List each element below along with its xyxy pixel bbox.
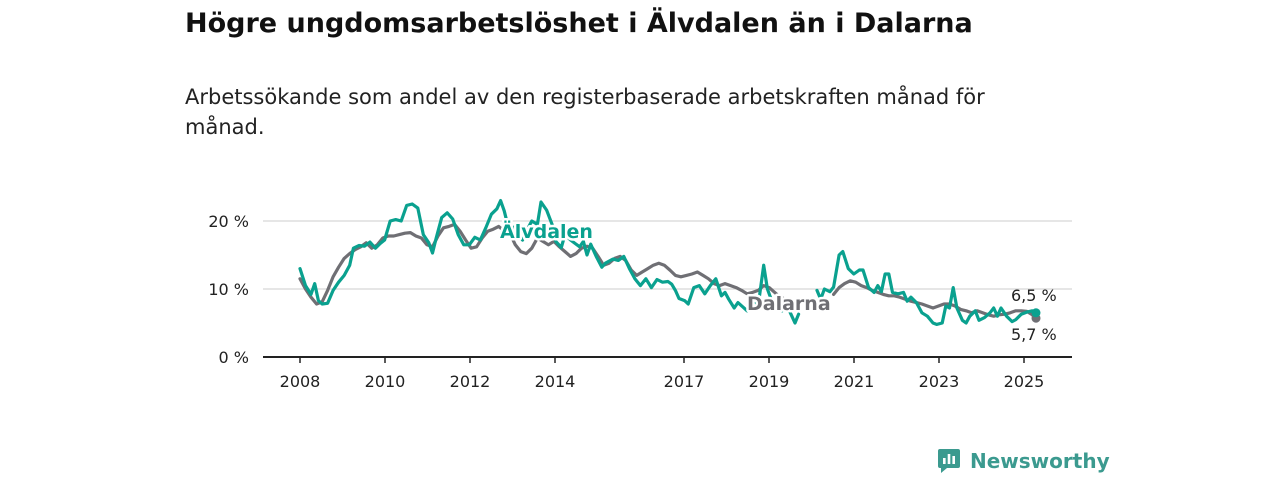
dalarna-line	[298, 222, 793, 306]
x-tick-label: 2025	[1004, 372, 1045, 391]
x-tick-label: 2012	[450, 372, 491, 391]
alvdalen-line	[298, 199, 801, 325]
alvdalen-series-label-halo: Älvdalen	[500, 219, 593, 243]
series-lines	[298, 199, 1041, 326]
newsworthy-logo-text: Newsworthy	[970, 449, 1110, 473]
x-tick-label: 2023	[919, 372, 960, 391]
end-value-label-upper: 6,5 %	[1011, 286, 1057, 305]
y-tick-label: 0 %	[219, 348, 249, 367]
y-axis-ticks: 0 % 10 % 20 %	[208, 212, 249, 367]
x-tick-label: 2019	[749, 372, 790, 391]
dalarna-series-label-halo: Dalarna	[747, 293, 831, 315]
x-tick-label: 2010	[365, 372, 406, 391]
newsworthy-logo-icon	[938, 449, 960, 473]
x-axis-ticks: 2008 2010 2012 2014 2017 2019 2021 2023 2025	[280, 357, 1045, 391]
x-tick-label: 2017	[664, 372, 705, 391]
line-chart: 0 % 10 % 20 % 2008 2010 2012 2014 2017 2019 2021…	[208, 199, 1072, 391]
end-value-label-lower: 5,7 %	[1011, 325, 1057, 344]
x-tick-label: 2021	[834, 372, 875, 391]
alvdalen-line	[815, 250, 1038, 326]
dalarna-series-label: Dalarna	[747, 293, 831, 315]
y-tick-label: 10 %	[208, 280, 249, 299]
x-tick-label: 2008	[280, 372, 321, 391]
newsworthy-logo[interactable]: Newsworthy	[937, 448, 1110, 474]
y-tick-label: 20 %	[208, 212, 249, 231]
x-tick-label: 2014	[535, 372, 576, 391]
chart-title: Högre ungdomsarbetslöshet i Älvdalen än …	[185, 8, 973, 39]
chart-subtitle: Arbetssökande som andel av den registerb…	[185, 85, 985, 139]
alvdalen-end-marker	[1031, 308, 1041, 318]
alvdalen-series-label: Älvdalen	[500, 219, 593, 243]
